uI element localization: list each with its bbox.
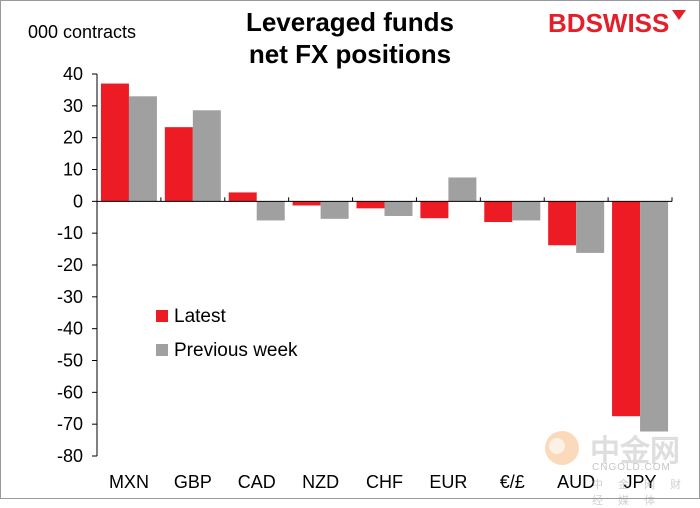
y-tick-label: 10	[63, 160, 83, 180]
y-tick-label: -10	[57, 223, 83, 243]
chart-title-line1: Leveraged funds	[245, 7, 455, 37]
x-tick-label: AUD	[557, 472, 595, 492]
y-tick-label: 40	[63, 64, 83, 84]
x-tick-label: CAD	[238, 472, 276, 492]
x-tick-label: €/£	[500, 472, 525, 492]
legend-label-1: Previous week	[174, 340, 298, 361]
bdswiss-logo: BDSWISS	[548, 8, 687, 39]
y-tick-label: -40	[57, 319, 83, 339]
x-tick-label: JPY	[624, 472, 657, 492]
y-tick-label: 30	[63, 96, 83, 116]
watermark-subtitle: 中 金 网 财 经 媒 体	[592, 479, 688, 507]
y-tick-label: 20	[63, 128, 83, 148]
bar-latest-8	[612, 201, 641, 417]
chart-title-line2: net FX positions	[248, 39, 452, 69]
logo-triangle-icon	[672, 10, 687, 20]
legend-label-0: Latest	[174, 306, 226, 327]
legend-swatch-1	[156, 344, 168, 356]
y-tick-label: -70	[57, 414, 83, 434]
watermark-url: CNGOLD.COM	[592, 462, 671, 473]
x-tick-label: NZD	[302, 472, 339, 492]
bar-latest-1	[164, 127, 193, 202]
y-tick-label: -60	[57, 382, 83, 402]
bar-previous-week-0	[128, 96, 157, 202]
bar-latest-4	[356, 201, 385, 209]
bar-latest-3	[292, 201, 321, 206]
watermark-logo-icon	[545, 431, 579, 465]
bar-latest-7	[548, 201, 577, 246]
chart-title: Leveraged funds net FX positions	[200, 6, 500, 70]
bar-previous-week-3	[320, 201, 349, 219]
y-axis-label: 000 contracts	[28, 22, 137, 42]
bar-previous-week-2	[256, 201, 285, 221]
bar-latest-0	[100, 83, 129, 202]
bar-previous-week-4	[384, 201, 413, 216]
bar-previous-week-5	[448, 177, 477, 202]
x-tick-label: CHF	[366, 472, 403, 492]
y-tick-label: 0	[73, 191, 83, 211]
x-tick-label: GBP	[174, 472, 212, 492]
y-tick-label: -20	[57, 255, 83, 275]
bar-previous-week-8	[640, 201, 669, 432]
y-tick-label: -30	[57, 287, 83, 307]
logo-part2: SWISS	[585, 8, 670, 38]
x-tick-label: EUR	[429, 472, 467, 492]
bar-latest-2	[228, 192, 257, 202]
bar-previous-week-1	[192, 110, 221, 202]
bar-latest-6	[484, 201, 513, 223]
legend-swatch-0	[156, 310, 168, 322]
bar-previous-week-6	[512, 201, 541, 221]
logo-part1: BD	[548, 8, 586, 38]
bar-previous-week-7	[576, 201, 605, 253]
x-tick-label: MXN	[109, 472, 149, 492]
watermark-text: 中金网	[590, 435, 680, 468]
y-tick-label: -80	[57, 446, 83, 466]
bar-latest-5	[420, 201, 449, 219]
y-tick-label: -50	[57, 351, 83, 371]
